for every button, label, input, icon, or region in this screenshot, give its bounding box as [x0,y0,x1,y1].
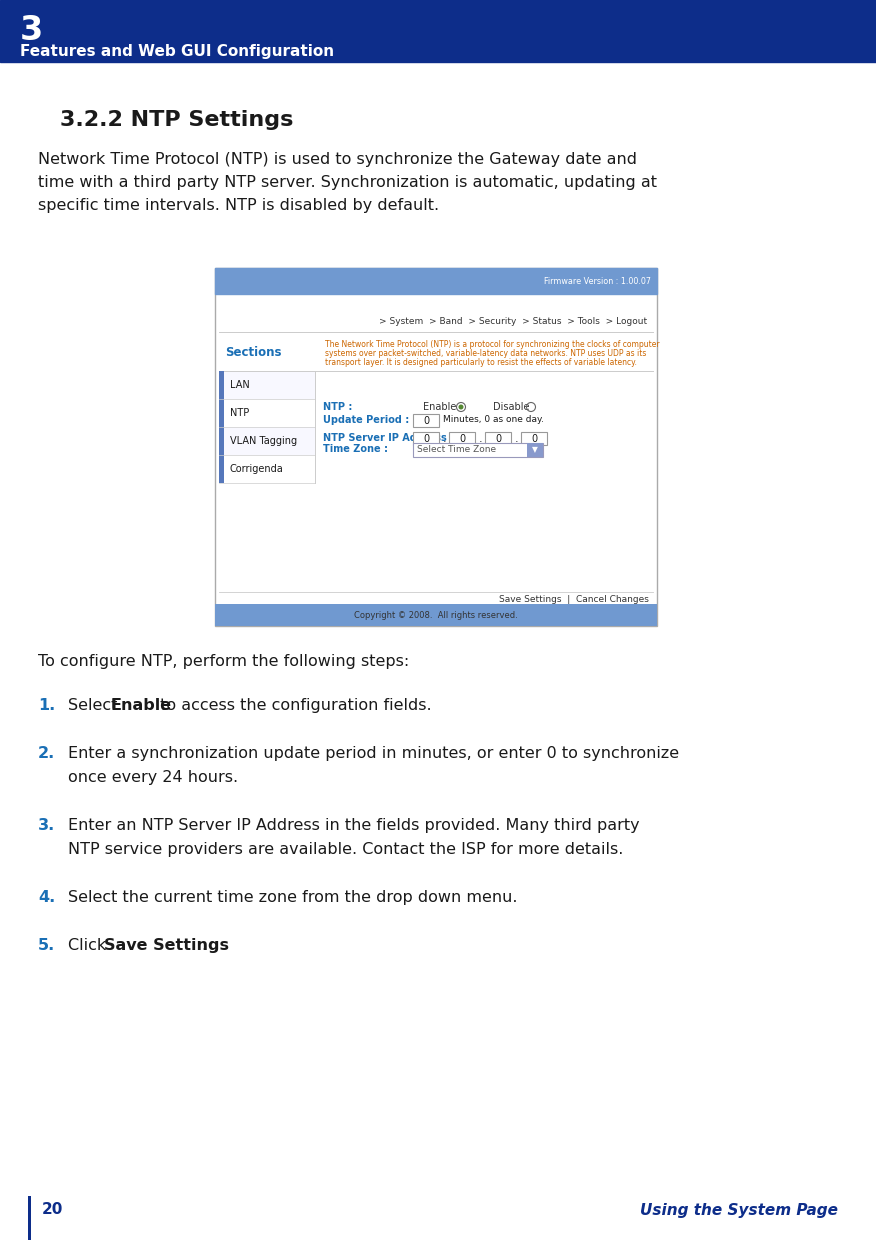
Text: systems over packet-switched, variable-latency data networks. NTP uses UDP as it: systems over packet-switched, variable-l… [325,348,646,358]
Bar [521,432,547,445]
Bar [224,455,315,484]
Bar [215,268,657,626]
Text: Corrigenda: Corrigenda [230,464,284,474]
Text: Firmware Version : 1.00.07: Firmware Version : 1.00.07 [544,277,651,285]
Text: once every 24 hours.: once every 24 hours. [68,770,238,785]
Text: Enable: Enable [423,402,456,412]
Text: Using the System Page: Using the System Page [640,1203,838,1218]
Text: Enter an NTP Server IP Address in the fields provided. Many third party: Enter an NTP Server IP Address in the fi… [68,818,639,833]
Text: The Network Time Protocol (NTP) is a protocol for synchronizing the clocks of co: The Network Time Protocol (NTP) is a pro… [325,340,660,348]
Text: Select the current time zone from the drop down menu.: Select the current time zone from the dr… [68,890,518,905]
Text: Enter a synchronization update period in minutes, or enter 0 to synchronize: Enter a synchronization update period in… [68,746,679,761]
Text: 0: 0 [423,415,429,425]
Text: 4.: 4. [38,890,55,905]
Text: 5.: 5. [38,937,55,954]
Text: VLAN Tagging: VLAN Tagging [230,436,297,446]
Bar [485,432,511,445]
Text: .: . [201,937,207,954]
Text: Save Settings  |  Cancel Changes: Save Settings | Cancel Changes [499,595,649,605]
Text: .: . [443,434,447,444]
Bar [413,432,439,445]
Text: to access the configuration fields.: to access the configuration fields. [155,698,432,713]
Text: Network Time Protocol (NTP) is used to synchronize the Gateway date and: Network Time Protocol (NTP) is used to s… [38,153,637,167]
Text: LAN: LAN [230,379,250,391]
Text: specific time intervals. NTP is disabled by default.: specific time intervals. NTP is disabled… [38,198,439,213]
Text: Time Zone :: Time Zone : [323,444,388,454]
Text: Disable: Disable [493,402,529,412]
Text: 0: 0 [459,434,465,444]
Text: Select Time Zone: Select Time Zone [417,445,496,455]
Text: To configure NTP, perform the following steps:: To configure NTP, perform the following … [38,653,409,670]
Text: > System  > Band  > Security  > Status  > Tools  > Logout: > System > Band > Security > Status > To… [379,317,647,326]
Bar [215,604,657,626]
Text: Click: Click [68,937,111,954]
Bar [219,371,224,484]
Text: time with a third party NTP server. Synchronization is automatic, updating at: time with a third party NTP server. Sync… [38,175,657,190]
Text: NTP :: NTP : [323,402,352,412]
Bar [215,268,657,294]
Bar [413,414,439,427]
Bar [224,399,315,427]
Text: 2.: 2. [38,746,55,761]
Text: ▼: ▼ [532,445,538,455]
Text: Select: Select [68,698,123,713]
Text: 3: 3 [20,14,43,47]
Text: .: . [479,434,483,444]
Bar [224,371,315,399]
Text: .: . [515,434,519,444]
Bar [0,0,876,62]
Text: 0: 0 [495,434,501,444]
Text: 3.2.2 NTP Settings: 3.2.2 NTP Settings [60,110,293,130]
Text: 20: 20 [42,1203,63,1218]
Bar [449,432,475,445]
Text: transport layer. It is designed particularly to resist the effects of variable l: transport layer. It is designed particul… [325,358,637,367]
Text: 0: 0 [531,434,537,444]
Text: NTP: NTP [230,408,250,418]
Bar [28,1197,31,1240]
Text: Features and Web GUI Configuration: Features and Web GUI Configuration [20,43,334,60]
Text: Save Settings: Save Settings [104,937,229,954]
Bar [224,427,315,455]
Text: 0: 0 [423,434,429,444]
Text: Copyright © 2008.  All rights reserved.: Copyright © 2008. All rights reserved. [354,610,518,620]
Text: Update Period :: Update Period : [323,415,409,425]
Text: Sections: Sections [225,346,281,360]
Bar [413,443,543,458]
Bar [527,443,543,458]
Text: Minutes, 0 as one day.: Minutes, 0 as one day. [443,415,544,424]
Text: NTP service providers are available. Contact the ISP for more details.: NTP service providers are available. Con… [68,842,624,857]
Text: 1.: 1. [38,698,55,713]
Text: NTP Server IP Address :: NTP Server IP Address : [323,433,454,443]
Circle shape [458,404,463,409]
Text: Enable: Enable [110,698,171,713]
Text: 3.: 3. [38,818,55,833]
